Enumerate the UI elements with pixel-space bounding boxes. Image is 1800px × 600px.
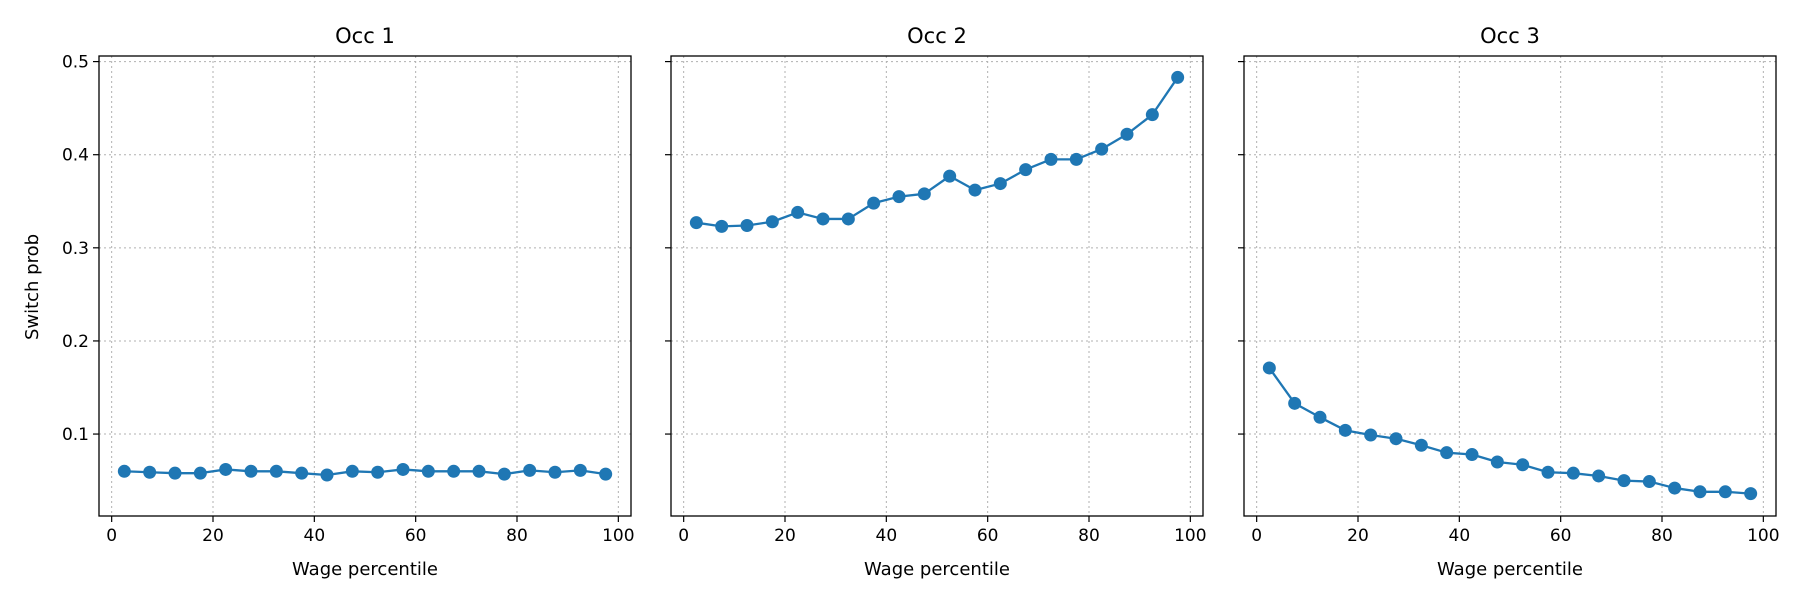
data-point bbox=[1668, 481, 1682, 495]
data-point bbox=[497, 467, 511, 481]
x-tick-label: 80 bbox=[1651, 526, 1673, 546]
data-point bbox=[599, 467, 613, 481]
data-point bbox=[841, 212, 855, 226]
plot-frame bbox=[1243, 55, 1777, 517]
data-point bbox=[1364, 428, 1378, 442]
data-point bbox=[1642, 475, 1656, 489]
x-tick-label: 20 bbox=[1347, 526, 1369, 546]
data-point bbox=[1490, 455, 1504, 469]
data-point bbox=[1313, 410, 1327, 424]
x-tick-label: 60 bbox=[1550, 526, 1572, 546]
data-point bbox=[117, 464, 131, 478]
data-point bbox=[295, 466, 309, 480]
x-tick-label: 40 bbox=[304, 526, 326, 546]
y-tick-label: 0.1 bbox=[62, 425, 89, 445]
panel-1: 0 20 40 60 80 100 0.1 0.2 0.3 0.4 0.5 Occ 1 Wage per… bbox=[62, 24, 635, 580]
data-point bbox=[1069, 152, 1083, 166]
panel-3: 0 20 40 60 80 100 Occ 3 Wage percentile bbox=[1238, 24, 1780, 580]
x-tick-label: 80 bbox=[506, 526, 528, 546]
y-tick-label: 0.2 bbox=[62, 332, 89, 352]
x-axis-label: Wage percentile bbox=[864, 559, 1010, 580]
x-tick-label: 40 bbox=[1449, 526, 1471, 546]
panel-title: Occ 1 bbox=[335, 24, 395, 48]
data-point bbox=[791, 205, 805, 219]
data-point bbox=[1145, 108, 1159, 122]
data-point bbox=[1718, 485, 1732, 499]
data-point bbox=[269, 464, 283, 478]
data-point bbox=[892, 190, 906, 204]
y-tick-label: 0.4 bbox=[62, 146, 89, 166]
data-point bbox=[1440, 446, 1454, 460]
x-tick-label: 100 bbox=[1174, 526, 1206, 546]
x-tick-label: 0 bbox=[106, 526, 117, 546]
data-point bbox=[548, 465, 562, 479]
data-point bbox=[1617, 474, 1631, 488]
data-point bbox=[993, 177, 1007, 191]
y-tick-label: 0.5 bbox=[62, 53, 89, 73]
x-tick-label: 20 bbox=[774, 526, 796, 546]
plot-frame bbox=[98, 55, 632, 517]
data-point bbox=[1744, 487, 1758, 501]
data-point bbox=[1288, 396, 1302, 410]
data-point bbox=[447, 464, 461, 478]
x-tick-label: 40 bbox=[876, 526, 898, 546]
data-point bbox=[1044, 152, 1058, 166]
x-tick-label: 80 bbox=[1078, 526, 1100, 546]
data-point bbox=[244, 464, 258, 478]
x-tick-label: 0 bbox=[678, 526, 689, 546]
data-point bbox=[1389, 432, 1403, 446]
data-point bbox=[573, 463, 587, 477]
data-point bbox=[345, 464, 359, 478]
data-point bbox=[740, 218, 754, 232]
x-tick-label: 0 bbox=[1251, 526, 1262, 546]
data-point bbox=[168, 466, 182, 480]
data-point bbox=[1095, 142, 1109, 156]
data-point bbox=[1592, 469, 1606, 483]
panel-title: Occ 3 bbox=[1480, 24, 1540, 48]
data-point bbox=[219, 462, 233, 476]
data-point bbox=[1541, 465, 1555, 479]
panel-title: Occ 2 bbox=[907, 24, 967, 48]
data-point bbox=[689, 216, 703, 230]
data-point bbox=[1120, 127, 1134, 141]
data-point bbox=[523, 463, 537, 477]
data-point bbox=[816, 212, 830, 226]
data-point bbox=[371, 465, 385, 479]
data-point bbox=[917, 187, 931, 201]
data-point bbox=[472, 464, 486, 478]
data-point bbox=[943, 169, 957, 183]
x-tick-label: 100 bbox=[602, 526, 634, 546]
x-tick-label: 100 bbox=[1747, 526, 1779, 546]
data-point bbox=[765, 215, 779, 229]
data-point bbox=[867, 196, 881, 210]
panel-2: 0 20 40 60 80 100 Occ 2 Wage percentile bbox=[665, 24, 1207, 580]
data-point bbox=[143, 465, 157, 479]
y-tick-label: 0.3 bbox=[62, 239, 89, 259]
y-axis-label: Switch prob bbox=[22, 234, 43, 340]
plot-frame bbox=[670, 55, 1204, 517]
data-point bbox=[1465, 448, 1479, 462]
data-point bbox=[193, 466, 207, 480]
data-point bbox=[715, 219, 729, 233]
data-point bbox=[1171, 70, 1185, 84]
data-point bbox=[1019, 163, 1033, 177]
x-axis-label: Wage percentile bbox=[1437, 559, 1583, 580]
x-tick-label: 20 bbox=[202, 526, 224, 546]
data-point bbox=[1262, 361, 1276, 375]
x-tick-label: 60 bbox=[977, 526, 999, 546]
panels: 0 20 40 60 80 100 0.1 0.2 0.3 0.4 0.5 Occ 1 Wage per… bbox=[62, 24, 1780, 580]
x-tick-label: 60 bbox=[405, 526, 427, 546]
data-point bbox=[1516, 458, 1530, 472]
data-point bbox=[320, 468, 334, 482]
data-point bbox=[396, 462, 410, 476]
data-point bbox=[968, 183, 982, 197]
data-point bbox=[1338, 423, 1352, 437]
data-point bbox=[421, 464, 435, 478]
data-point bbox=[1566, 466, 1580, 480]
data-point bbox=[1693, 485, 1707, 499]
x-axis-label: Wage percentile bbox=[292, 559, 438, 580]
data-point bbox=[1414, 438, 1428, 452]
